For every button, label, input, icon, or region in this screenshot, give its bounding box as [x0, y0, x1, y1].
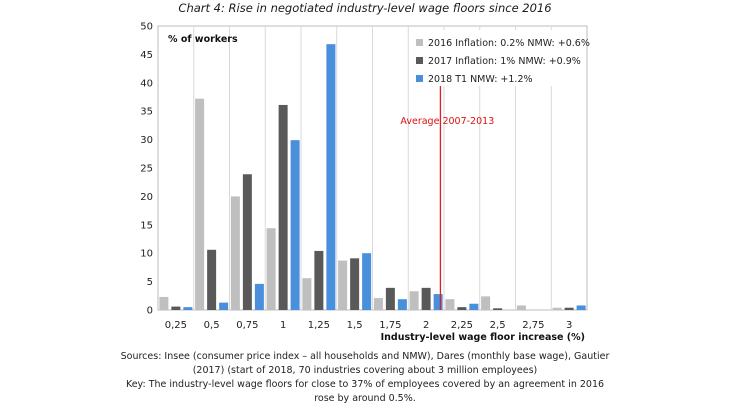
- bar-2017: [457, 307, 467, 310]
- legend-label: 2018 T1 NMW: +1.2%: [428, 74, 533, 85]
- y-tick-label: 30: [140, 135, 153, 146]
- bar-2016: [552, 307, 562, 310]
- bar-2017: [350, 258, 360, 310]
- legend-swatch: [416, 39, 423, 46]
- bar-2018-t1: [397, 299, 407, 310]
- x-tick-label: 1: [280, 320, 286, 331]
- x-tick-label: 1,5: [347, 320, 363, 331]
- legend-swatch: [416, 57, 423, 64]
- bar-2016: [409, 291, 419, 310]
- x-tick-label: 2,25: [451, 320, 473, 331]
- x-tick-label: 3: [566, 320, 572, 331]
- y-tick-label: 0: [147, 306, 153, 317]
- chart-footer: Sources: Insee (consumer price index – a…: [120, 350, 610, 406]
- y-tick-label: 45: [140, 50, 153, 61]
- sources-note: Sources: Insee (consumer price index – a…: [120, 351, 610, 376]
- chart-title: Chart 4: Rise in negotiated industry-lev…: [178, 1, 552, 15]
- bar-2018-t1: [183, 307, 193, 310]
- legend-box: [410, 30, 582, 86]
- y-axis-label: % of workers: [168, 34, 238, 45]
- y-tick-label: 50: [140, 22, 153, 33]
- x-tick-label: 2,75: [522, 320, 544, 331]
- x-tick-label: 0,25: [165, 320, 187, 331]
- bar-2016: [302, 278, 312, 310]
- bar-2017: [564, 307, 574, 310]
- bar-2018-t1: [469, 303, 479, 310]
- y-tick-label: 5: [147, 277, 153, 288]
- key-note: Key: The industry-level wage floors for …: [125, 379, 605, 404]
- legend-label: 2016 Inflation: 0.2% NMW: +0.6%: [428, 38, 590, 49]
- average-label: Average 2007-2013: [400, 116, 494, 127]
- y-tick-label: 10: [140, 249, 153, 260]
- x-tick-label: 1,25: [308, 320, 330, 331]
- bar-2016: [195, 98, 205, 310]
- bar-2018-t1: [362, 253, 372, 310]
- bar-2017: [385, 287, 395, 310]
- bar-2017: [207, 249, 217, 310]
- bar-2018-t1: [326, 44, 336, 311]
- bar-2016: [230, 196, 240, 310]
- bar-2016: [445, 299, 455, 310]
- bar-2017: [421, 287, 431, 310]
- x-tick-label: 0,5: [204, 320, 220, 331]
- bar-2016: [338, 260, 348, 310]
- bar-2018-t1: [290, 140, 300, 310]
- y-tick-label: 25: [140, 164, 153, 175]
- bar-2018-t1: [576, 305, 586, 310]
- bar-chart: 0 5 10 15 20 25 30 35 40 45 50 0,25 0,5 0,75 1 1,25 1,5 1…: [140, 22, 590, 344]
- x-tick-label: 2: [423, 320, 429, 331]
- bar-2018-t1: [433, 294, 443, 310]
- bar-2016: [373, 298, 383, 310]
- x-tick-label: 0,75: [236, 320, 258, 331]
- bar-2017: [242, 174, 252, 310]
- x-tick-label: 1,75: [379, 320, 401, 331]
- bar-2016: [159, 296, 169, 310]
- y-tick-label: 20: [140, 192, 153, 203]
- x-axis-label: Industry-level wage floor increase (%): [381, 332, 585, 343]
- bar-2016: [481, 296, 491, 310]
- legend-swatch: [416, 75, 423, 82]
- x-tick-label: 2,5: [490, 320, 506, 331]
- bar-2018-t1: [219, 302, 229, 310]
- bar-2016: [516, 305, 526, 310]
- bar-2017: [493, 308, 503, 310]
- y-tick-label: 35: [140, 107, 153, 118]
- legend-label: 2017 Inflation: 1% NMW: +0.9%: [428, 56, 581, 67]
- bar-2016: [266, 228, 276, 310]
- y-tick-label: 40: [140, 78, 153, 89]
- bar-2017: [278, 104, 288, 311]
- y-tick-label: 15: [140, 220, 153, 231]
- bar-2018-t1: [254, 283, 264, 310]
- bar-2017: [314, 250, 324, 310]
- bar-2017: [171, 306, 181, 310]
